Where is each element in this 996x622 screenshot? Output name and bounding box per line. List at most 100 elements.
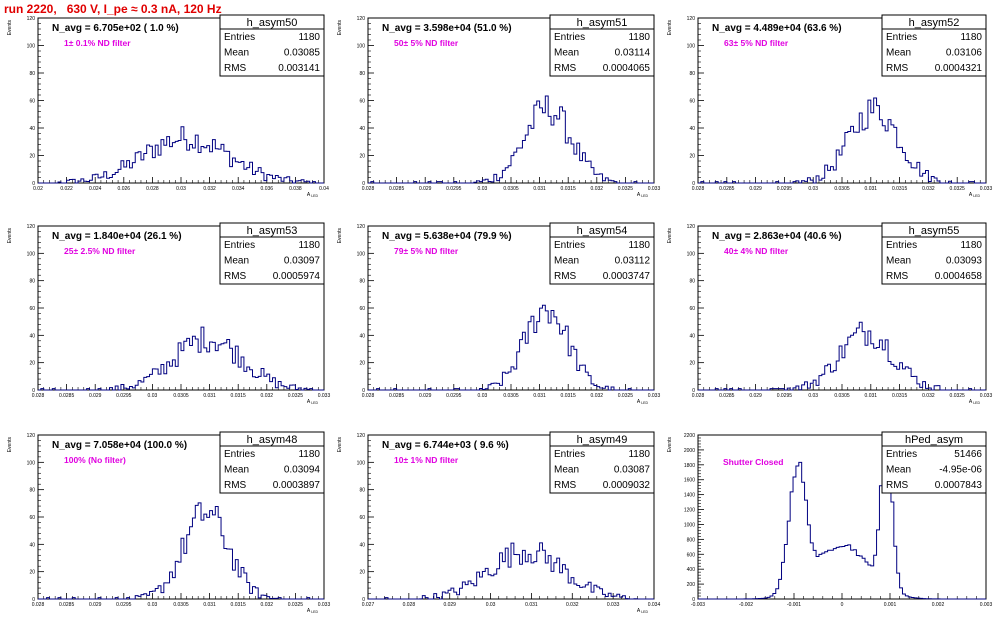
y-axis-label: Events	[337, 20, 343, 36]
x-tick-label: 0.026	[118, 186, 131, 192]
y-tick-label: 20	[359, 361, 365, 367]
y-tick-label: 0	[362, 597, 365, 603]
stats-label: Entries	[554, 240, 585, 251]
y-tick-label: 0	[362, 181, 365, 187]
x-tick-label: 0.001	[884, 602, 897, 608]
histogram-line	[698, 321, 986, 391]
x-tick-label: 0.028	[403, 602, 416, 608]
x-tick-label: 0.029	[749, 186, 762, 192]
y-tick-label: 60	[689, 306, 695, 312]
stats-value: 1180	[298, 449, 320, 460]
x-tick-label: 0.0295	[116, 602, 132, 608]
stats-label: RMS	[224, 63, 247, 74]
chart-hPed_asym: 0 200 400 600 800 1000 1200 1400 1600 1800 2000 220…	[667, 431, 992, 608]
stats-value: 0.03106	[946, 48, 983, 59]
y-tick-label: 0	[692, 388, 695, 394]
x-tick-label: 0.029	[419, 393, 432, 399]
x-tick-label: 0.033	[318, 602, 331, 608]
x-tick-label: 0.028	[32, 602, 45, 608]
x-tick-label: 0.0285	[59, 393, 75, 399]
stats-label: Mean	[224, 465, 249, 476]
y-tick-label: 80	[29, 488, 35, 494]
stats-label: Entries	[554, 449, 585, 460]
y-tick-label: 100	[357, 251, 366, 257]
stats-label: RMS	[554, 480, 577, 491]
x-tick-label: 0.0295	[777, 186, 793, 192]
filter-label: 63± 5% ND filter	[724, 38, 789, 48]
x-tick-label: 0.031	[533, 393, 546, 399]
y-tick-label: 2200	[684, 433, 695, 439]
x-tick-label: 0.029	[419, 186, 432, 192]
x-tick-label: 0.0285	[59, 602, 75, 608]
y-tick-label: 120	[357, 224, 366, 230]
y-tick-label: 120	[27, 16, 36, 22]
filter-label: 25± 2.5% ND filter	[64, 246, 136, 256]
x-tick-label: 0.031	[865, 393, 878, 399]
x-tick-label: 0.024	[89, 186, 102, 192]
stats-box	[219, 445, 325, 494]
x-tick-label: 0.03	[148, 393, 158, 399]
chart-h_asym55: 0 20 40 60 80 100 120 0.028 0.0285 0.029 0.0295 0.0…	[667, 222, 992, 405]
x-tick-label: 0.029	[89, 393, 102, 399]
x-tick-label: 0	[841, 602, 844, 608]
histogram-line	[368, 542, 654, 600]
x-tick-label: 0.0315	[561, 186, 577, 192]
x-tick-label: 0.022	[60, 186, 73, 192]
x-tick-label: 0.029	[443, 602, 456, 608]
stats-value: 1180	[628, 449, 650, 460]
x-tick-label: 0.0305	[173, 393, 189, 399]
stats-box	[549, 28, 655, 77]
stats-label: RMS	[886, 480, 909, 491]
histogram-name: h_asym48	[247, 434, 298, 446]
histogram-line	[38, 126, 324, 184]
stats-label: Mean	[554, 256, 579, 267]
stats-value: 0.0004658	[935, 271, 983, 282]
y-tick-label: 80	[359, 279, 365, 285]
x-tick-label: 0.031	[865, 186, 878, 192]
stats-value: -4.95e-06	[939, 465, 982, 476]
y-axis-label: Events	[7, 20, 13, 36]
stats-label: Entries	[886, 240, 917, 251]
stats-label: Mean	[886, 48, 911, 59]
y-tick-label: 0	[32, 388, 35, 394]
stats-value: 0.0003747	[603, 271, 651, 282]
page-title: run 2220, 630 V, I_pe ≈ 0.3 nA, 120 Hz	[4, 2, 222, 16]
stats-label: RMS	[224, 271, 247, 282]
y-tick-label: 120	[687, 224, 696, 230]
x-tick-label: 0.0325	[288, 393, 304, 399]
y-tick-label: 400	[687, 567, 696, 573]
x-tick-label: 0.0315	[231, 393, 247, 399]
x-axis-label: A LED	[637, 608, 649, 614]
x-tick-label: 0.03	[486, 602, 496, 608]
stats-box	[219, 236, 325, 285]
filter-label: 79± 5% ND filter	[394, 246, 459, 256]
y-tick-label: 100	[27, 460, 36, 466]
y-tick-label: 120	[357, 433, 366, 439]
y-tick-label: 20	[689, 361, 695, 367]
x-tick-label: -0.003	[691, 602, 705, 608]
y-tick-label: 60	[29, 306, 35, 312]
y-axis-label: Events	[337, 228, 343, 244]
x-tick-label: 0.032	[591, 393, 604, 399]
stats-value: 0.0003897	[273, 480, 321, 491]
stats-value: 0.03114	[615, 48, 651, 59]
stats-box	[549, 236, 655, 285]
x-tick-label: 0.032	[203, 186, 216, 192]
stats-value: 0.0009032	[603, 480, 651, 491]
x-tick-label: 0.0295	[116, 393, 132, 399]
x-tick-label: 0.032	[922, 393, 935, 399]
x-tick-label: 0.03	[478, 186, 488, 192]
x-tick-label: 0.028	[146, 186, 159, 192]
histogram-name: h_asym54	[577, 225, 628, 237]
x-tick-label: 0.0295	[777, 393, 793, 399]
stats-value: 1180	[628, 32, 650, 43]
y-tick-label: 200	[687, 582, 696, 588]
y-tick-label: 80	[29, 279, 35, 285]
y-tick-label: 20	[29, 570, 35, 576]
y-tick-label: 600	[687, 552, 696, 558]
stats-label: Mean	[886, 256, 911, 267]
y-tick-label: 80	[359, 488, 365, 494]
stats-value: 0.03112	[615, 256, 651, 267]
x-tick-label: 0.031	[525, 602, 538, 608]
stats-value: 0.03097	[284, 256, 321, 267]
